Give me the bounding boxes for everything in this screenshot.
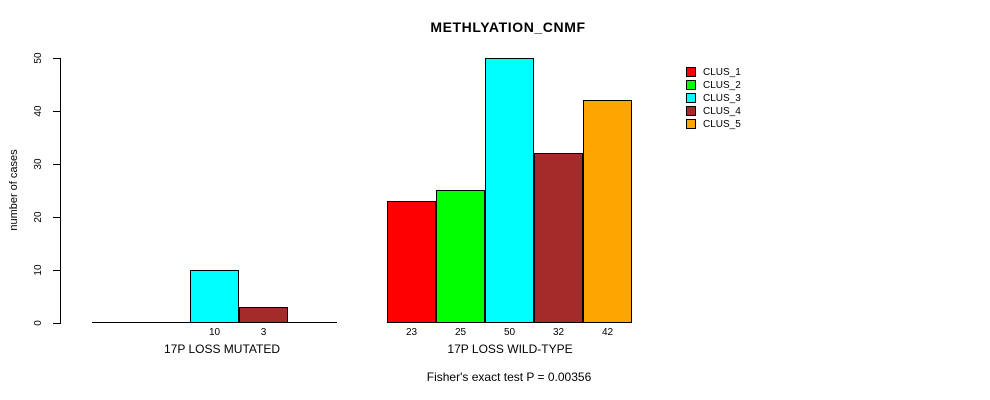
- y-axis-tick: [53, 111, 60, 112]
- y-axis-tick-label: 0: [33, 320, 44, 326]
- legend-swatch-clus_1: [686, 67, 696, 77]
- bar-clus_4: [239, 307, 288, 323]
- y-axis-tick-label: 50: [33, 52, 44, 64]
- y-axis-title: number of cases: [8, 149, 20, 231]
- legend-swatch-clus_2: [686, 80, 696, 90]
- bar-clus_1: [387, 201, 436, 323]
- bar-clus_5: [583, 100, 632, 323]
- legend-label-clus_5: CLUS_5: [703, 119, 741, 130]
- legend-label-clus_4: CLUS_4: [703, 106, 741, 117]
- y-axis-tick: [53, 58, 60, 59]
- legend-label-clus_2: CLUS_2: [703, 80, 741, 91]
- chart-title: METHLYATION_CNMF: [430, 19, 586, 35]
- y-axis-tick: [53, 323, 60, 324]
- y-axis-tick: [53, 270, 60, 271]
- y-axis-tick: [53, 217, 60, 218]
- y-axis-line: [60, 58, 61, 324]
- bar-value-label: 32: [552, 327, 565, 338]
- bar-value-label: 50: [503, 327, 516, 338]
- group-label: 17P LOSS MUTATED: [163, 342, 281, 356]
- fisher-test-annotation: Fisher's exact test P = 0.00356: [426, 370, 592, 384]
- legend-label-clus_3: CLUS_3: [703, 93, 741, 104]
- y-axis-tick-label: 40: [33, 105, 44, 117]
- bar-value-label: 3: [260, 327, 267, 338]
- legend-label-clus_1: CLUS_1: [703, 67, 741, 78]
- legend-swatch-clus_3: [686, 93, 696, 103]
- bar-clus_3: [190, 270, 239, 323]
- bar-clus_3: [485, 58, 534, 323]
- legend-swatch-clus_4: [686, 106, 696, 116]
- bar-value-label: 10: [208, 327, 221, 338]
- y-axis-tick: [53, 164, 60, 165]
- bar-clus_2: [436, 190, 485, 323]
- bar-value-label: 23: [405, 327, 418, 338]
- bar-value-label: 42: [601, 327, 614, 338]
- bar-value-label: 25: [454, 327, 467, 338]
- bar-clus_4: [534, 153, 583, 323]
- group-label: 17P LOSS WILD-TYPE: [447, 342, 573, 356]
- legend-swatch-clus_5: [686, 119, 696, 129]
- y-axis-tick-label: 10: [33, 264, 44, 276]
- y-axis-tick-label: 30: [33, 158, 44, 170]
- y-axis-tick-label: 20: [33, 211, 44, 223]
